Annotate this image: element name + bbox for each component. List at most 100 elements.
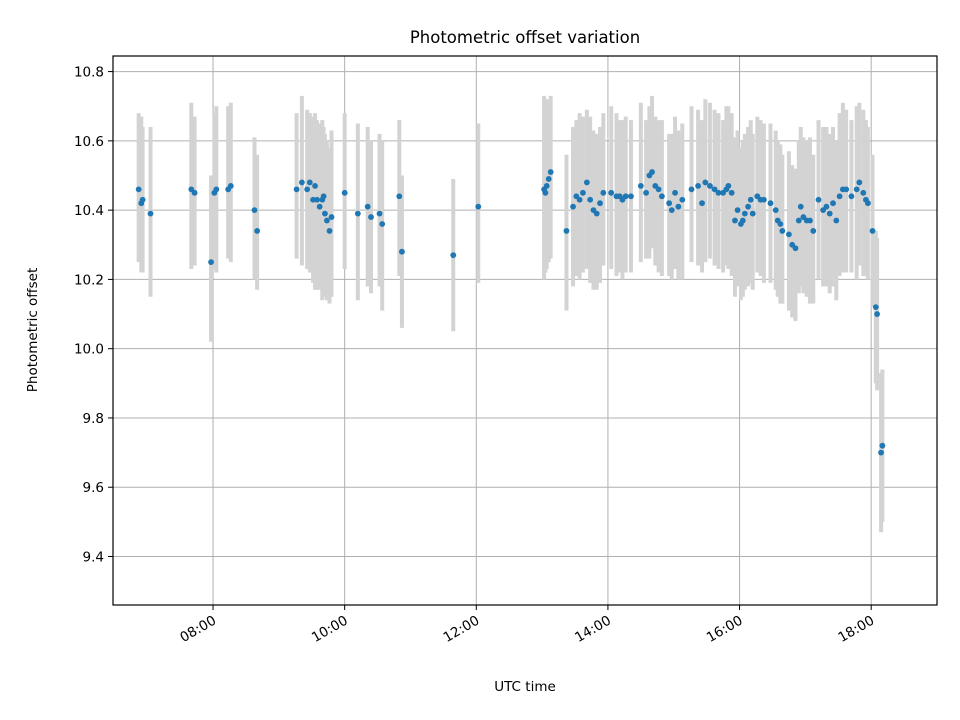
data-point — [227, 182, 234, 189]
data-point — [833, 217, 840, 224]
data-point — [570, 203, 576, 210]
data-point — [869, 228, 876, 234]
data-point — [747, 196, 754, 203]
data-point — [316, 203, 323, 210]
data-point — [475, 203, 482, 210]
data-point — [542, 189, 549, 196]
data-point — [666, 200, 673, 207]
data-point — [547, 169, 554, 175]
data-point — [815, 196, 822, 203]
data-point — [600, 189, 607, 196]
data-point — [786, 231, 792, 238]
data-point — [675, 203, 682, 210]
x-tick-label: 12:00 — [441, 613, 483, 646]
data-point — [399, 248, 405, 255]
y-tick-label: 9.6 — [83, 480, 104, 496]
chart-title: Photometric offset variation — [410, 28, 640, 47]
grid-lines — [113, 56, 937, 605]
data-point — [320, 193, 327, 200]
data-point — [745, 203, 752, 210]
data-point — [593, 210, 600, 217]
x-tick-label: 18:00 — [835, 613, 877, 646]
data-point — [853, 186, 860, 193]
y-tick-label: 9.8 — [83, 411, 104, 427]
data-point — [293, 186, 300, 193]
data-point — [810, 228, 817, 234]
data-point — [608, 189, 615, 196]
data-point — [364, 203, 371, 210]
x-tick-label: 14:00 — [572, 613, 614, 646]
y-tick-label: 10.8 — [74, 65, 104, 81]
data-point — [772, 207, 779, 214]
data-point — [312, 182, 318, 189]
data-point — [545, 176, 552, 182]
y-tick-label: 10.0 — [74, 342, 104, 358]
data-point — [450, 252, 457, 259]
data-point — [580, 189, 586, 196]
data-point — [732, 217, 738, 224]
data-point — [658, 193, 665, 200]
data-point — [728, 189, 735, 196]
y-tick-label: 10.6 — [74, 134, 104, 150]
data-point — [254, 228, 261, 234]
data-points — [135, 169, 886, 456]
data-point — [147, 210, 154, 217]
data-point — [879, 442, 886, 449]
data-point — [622, 193, 629, 200]
data-point — [797, 203, 804, 210]
data-point — [587, 196, 594, 203]
x-tick-label: 10:00 — [309, 613, 351, 646]
data-point — [761, 196, 767, 203]
data-point — [563, 228, 570, 234]
data-point — [323, 217, 330, 224]
data-point — [826, 210, 833, 217]
data-point — [792, 245, 799, 252]
data-point — [725, 182, 732, 189]
data-point — [583, 179, 590, 186]
data-point — [191, 189, 198, 196]
data-point — [322, 210, 328, 217]
data-point — [739, 217, 746, 224]
data-point — [715, 189, 722, 196]
data-point — [597, 200, 603, 207]
data-point — [135, 186, 142, 193]
data-point — [208, 259, 214, 265]
y-tick-label: 10.4 — [74, 203, 104, 219]
data-point — [576, 196, 583, 203]
data-point — [376, 210, 383, 217]
data-point — [396, 193, 403, 200]
data-point — [795, 217, 802, 224]
data-point — [668, 207, 675, 214]
data-point — [649, 169, 655, 175]
data-point — [314, 196, 320, 203]
data-point — [213, 186, 220, 193]
x-tick-label: 16:00 — [704, 613, 746, 646]
plot-frame — [112, 55, 938, 606]
data-point — [823, 203, 830, 210]
data-point — [326, 228, 333, 234]
data-point — [341, 189, 348, 196]
y-axis-label: Photometric offset — [25, 268, 41, 392]
data-point — [679, 196, 686, 203]
data-point — [643, 189, 649, 196]
data-point — [702, 179, 709, 186]
data-point — [707, 182, 713, 189]
data-point — [878, 449, 884, 456]
data-point — [672, 189, 678, 196]
y-tick-label: 9.4 — [83, 550, 104, 566]
data-point — [328, 214, 335, 220]
data-point — [655, 186, 662, 193]
data-point — [379, 221, 386, 227]
data-point — [836, 193, 843, 200]
data-point — [777, 221, 784, 227]
data-point — [860, 189, 867, 196]
data-point — [843, 186, 850, 193]
data-point — [864, 200, 871, 207]
data-point — [779, 228, 786, 234]
x-tick-label: 08:00 — [177, 613, 219, 646]
data-point — [298, 179, 305, 186]
data-point — [306, 179, 313, 186]
data-point — [872, 304, 879, 311]
data-point — [856, 179, 863, 186]
